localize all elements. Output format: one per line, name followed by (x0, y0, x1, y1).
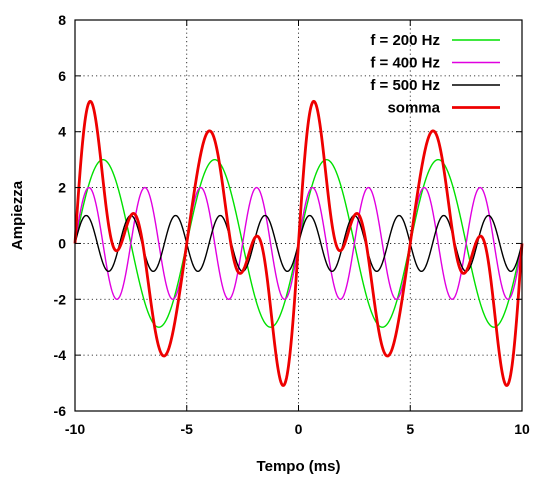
y-tick-label: 0 (58, 235, 66, 251)
y-tick-label: 6 (58, 68, 66, 84)
legend-label: f = 500 Hz (370, 77, 440, 94)
legend-label: f = 400 Hz (370, 55, 440, 72)
x-tick-label: -5 (181, 421, 194, 437)
y-axis-label: Ampiezza (9, 180, 26, 250)
y-tick-label: -6 (54, 403, 67, 419)
series-line-somma (73, 99, 524, 387)
x-tick-label: -10 (65, 421, 85, 437)
grid (75, 20, 522, 411)
y-tick-label: -2 (54, 291, 67, 307)
axis-ticks: -10 -5 0 5 10 -6 -4 -2 0 2 4 6 8 (54, 12, 530, 437)
y-tick-label: 8 (58, 12, 66, 28)
y-tick-label: 2 (58, 180, 66, 196)
y-tick-label: 4 (58, 124, 66, 140)
legend-label: f = 200 Hz (370, 32, 440, 49)
series-lines (73, 99, 524, 387)
y-tick-label: -4 (54, 347, 67, 363)
x-tick-label: 0 (295, 421, 303, 437)
x-tick-label: 10 (514, 421, 530, 437)
legend-label: somma (387, 100, 440, 117)
x-axis-label: Tempo (ms) (257, 458, 341, 475)
x-tick-label: 5 (406, 421, 414, 437)
legend: f = 200 Hz f = 400 Hz f = 500 Hz somma (370, 32, 500, 117)
